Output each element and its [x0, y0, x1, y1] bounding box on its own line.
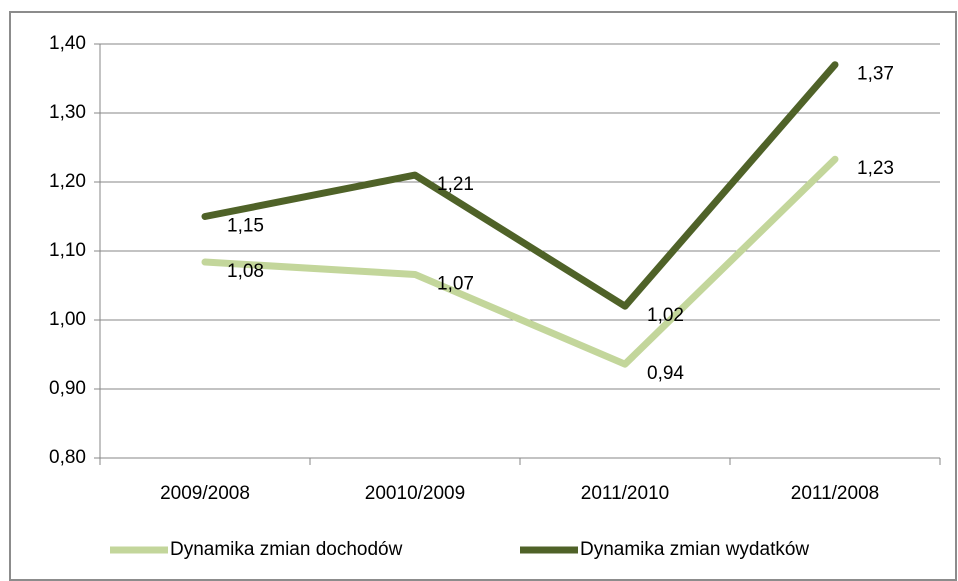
data-label: 1,23 [857, 158, 894, 179]
line [201, 61, 839, 310]
data-label: 1,07 [437, 273, 474, 294]
y-tick-label: 1,00 [49, 309, 86, 330]
x-tick-label: 2009/2008 [160, 483, 250, 504]
data-label: 1,02 [647, 305, 684, 326]
data-label: 1,08 [227, 261, 264, 282]
data-label: 1,37 [857, 64, 894, 85]
y-tick-label: 0,90 [49, 378, 86, 399]
line [201, 155, 839, 368]
x-tick-label: 20010/2009 [365, 483, 465, 504]
y-tick-label: 1,30 [49, 102, 86, 123]
data-label: 1,21 [437, 174, 474, 195]
data-label: 1,15 [227, 216, 264, 237]
y-tick-label: 1,10 [49, 240, 86, 261]
x-tick-label: 2011/2008 [791, 483, 879, 504]
x-tick-label: 2011/2010 [581, 483, 669, 504]
y-tick-label: 1,20 [49, 171, 86, 192]
y-tick-label: 0,80 [49, 447, 86, 468]
data-label: 0,94 [647, 363, 684, 384]
legend-label: Dynamika zmian dochodów [170, 539, 403, 560]
legend-label: Dynamika zmian wydatków [580, 539, 809, 560]
y-tick-label: 1,40 [49, 33, 86, 54]
